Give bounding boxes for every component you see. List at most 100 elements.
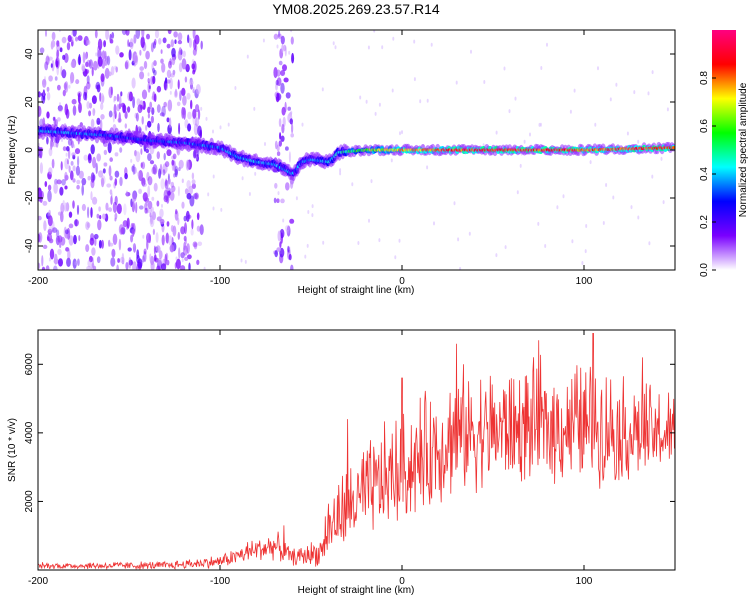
x-tick-label: 100: [576, 276, 593, 287]
noise-speckle: [281, 106, 286, 116]
noise-speckle: [143, 60, 148, 70]
noise-speckle: [132, 228, 135, 237]
noise-speckle: [85, 221, 90, 231]
noise-speckle: [413, 77, 416, 82]
noise-speckle: [374, 111, 377, 116]
noise-speckle: [175, 256, 178, 261]
noise-speckle: [103, 149, 108, 156]
noise-speckle: [67, 249, 71, 261]
noise-speckle: [154, 254, 157, 262]
noise-speckle: [185, 210, 190, 222]
noise-speckle: [146, 232, 151, 243]
noise-speckle: [174, 39, 177, 44]
noise-speckle: [96, 117, 101, 125]
noise-speckle: [153, 182, 158, 192]
noise-speckle: [87, 154, 92, 164]
noise-speckle: [276, 151, 281, 156]
noise-speckle: [54, 253, 58, 265]
noise-speckle: [457, 237, 460, 242]
noise-speckle: [42, 79, 46, 85]
noise-speckle: [154, 38, 157, 46]
noise-speckle: [253, 106, 256, 111]
noise-speckle: [96, 213, 100, 219]
noise-speckle: [119, 176, 123, 187]
noise-speckle: [660, 156, 663, 161]
noise-speckle: [119, 147, 123, 153]
noise-speckle: [103, 40, 106, 48]
noise-speckle: [199, 130, 202, 139]
noise-speckle: [70, 80, 73, 85]
noise-speckle: [61, 69, 67, 79]
noise-speckle: [147, 72, 150, 77]
noise-speckle: [430, 42, 433, 47]
noise-speckle: [285, 225, 290, 232]
noise-speckle: [64, 229, 69, 235]
noise-speckle: [166, 117, 170, 123]
noise-speckle: [115, 45, 120, 55]
noise-speckle: [47, 236, 50, 241]
noise-speckle: [192, 88, 195, 94]
noise-speckle: [288, 50, 291, 55]
noise-speckle: [55, 143, 58, 148]
noise-speckle: [111, 248, 116, 258]
noise-speckle: [59, 102, 61, 107]
noise-speckle: [351, 182, 354, 187]
noise-speckle: [116, 203, 122, 215]
noise-speckle: [72, 105, 77, 116]
noise-speckle: [38, 233, 41, 243]
noise-speckle: [98, 170, 104, 178]
noise-speckle: [193, 193, 198, 200]
noise-speckle: [113, 103, 117, 115]
noise-speckle: [66, 42, 71, 51]
noise-speckle: [79, 122, 84, 128]
noise-speckle: [281, 44, 284, 54]
noise-speckle: [83, 39, 86, 45]
noise-speckle: [170, 39, 174, 48]
noise-speckle: [504, 245, 507, 250]
noise-speckle: [112, 111, 115, 123]
noise-speckle: [240, 258, 243, 263]
noise-speckle: [90, 118, 95, 128]
noise-speckle: [86, 222, 91, 229]
noise-speckle: [290, 179, 294, 189]
noise-speckle: [278, 60, 283, 66]
noise-speckle: [62, 89, 66, 97]
noise-speckle: [151, 107, 155, 115]
noise-speckle: [130, 234, 134, 243]
noise-speckle: [394, 255, 397, 260]
noise-speckle: [122, 220, 128, 228]
noise-speckle: [106, 183, 112, 188]
noise-speckle: [148, 85, 151, 90]
noise-speckle: [76, 179, 81, 185]
noise-speckle: [87, 175, 91, 181]
noise-speckle: [48, 56, 53, 61]
noise-speckle: [95, 162, 98, 174]
noise-speckle: [147, 176, 153, 186]
noise-speckle: [181, 87, 186, 97]
noise-speckle: [38, 215, 42, 221]
y-tick-label: -20: [24, 190, 35, 205]
noise-speckle: [666, 107, 669, 112]
noise-speckle: [137, 171, 140, 177]
noise-speckle: [594, 122, 597, 127]
noise-speckle: [163, 101, 167, 108]
noise-speckle: [287, 106, 292, 111]
noise-speckle: [254, 171, 257, 176]
noise-speckle: [162, 169, 166, 176]
noise-speckle: [113, 98, 116, 103]
noise-speckle: [109, 189, 113, 195]
noise-speckle: [287, 245, 290, 253]
noise-speckle: [65, 152, 68, 157]
noise-speckle: [453, 201, 456, 206]
noise-speckle: [291, 122, 294, 134]
noise-speckle: [48, 209, 51, 216]
noise-speckle: [146, 33, 150, 40]
noise-speckle: [187, 34, 190, 44]
noise-speckle: [275, 68, 278, 76]
noise-speckle: [152, 75, 156, 85]
noise-speckle: [391, 88, 394, 93]
noise-speckle: [177, 231, 180, 240]
noise-speckle: [398, 238, 401, 243]
